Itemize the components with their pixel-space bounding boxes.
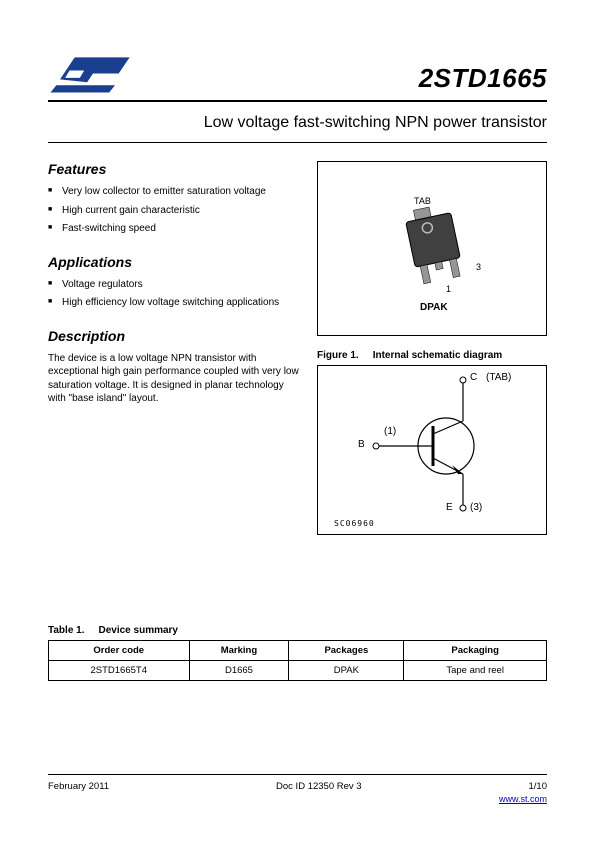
footer-docid: Doc ID 12350 Rev 3 <box>276 781 362 792</box>
table1-title: Device summary <box>99 625 179 636</box>
footer-link[interactable]: www.st.com <box>48 794 547 804</box>
applications-list: Voltage regulators High efficiency low v… <box>48 278 299 310</box>
footer: February 2011 Doc ID 12350 Rev 3 1/10 ww… <box>48 774 547 804</box>
package-outline-box: TAB 3 1 DPAK <box>317 161 547 336</box>
footer-row: February 2011 Doc ID 12350 Rev 3 1/10 <box>48 781 547 792</box>
package-name: DPAK <box>420 302 448 313</box>
feature-item: Very low collector to emitter saturation… <box>48 185 299 199</box>
part-number: 2STD1665 <box>419 63 547 94</box>
figure1-title-row: Figure 1. Internal schematic diagram <box>317 350 547 361</box>
footer-page: 1/10 <box>528 781 547 792</box>
footer-date: February 2011 <box>48 781 109 792</box>
features-heading: Features <box>48 161 299 177</box>
cell-packaging: Tape and reel <box>404 661 547 681</box>
table1-title-row: Table 1. Device summary <box>48 625 547 636</box>
collector-note: (TAB) <box>486 372 511 383</box>
base-label: B <box>358 439 365 450</box>
footer-rule <box>48 774 547 775</box>
table-section: Table 1. Device summary Order code Marki… <box>48 625 547 681</box>
header-rule-thin <box>48 142 547 143</box>
cell-order-code: 2STD1665T4 <box>49 661 190 681</box>
pin-1-label: 1 <box>446 284 451 294</box>
table-header-row: Order code Marking Packages Packaging <box>49 641 547 661</box>
features-list: Very low collector to emitter saturation… <box>48 185 299 236</box>
right-column: TAB 3 1 DPAK Figure 1. Internal schemati… <box>317 161 547 535</box>
application-item: High efficiency low voltage switching ap… <box>48 296 299 310</box>
collector-label: C <box>470 372 477 383</box>
col-order-code: Order code <box>49 641 190 661</box>
two-column-layout: Features Very low collector to emitter s… <box>48 161 547 535</box>
schematic-box: C (TAB) B (1) E (3) SC06960 <box>317 365 547 535</box>
feature-item: High current gain characteristic <box>48 204 299 218</box>
col-marking: Marking <box>189 641 289 661</box>
npn-schematic-icon <box>318 366 548 536</box>
applications-heading: Applications <box>48 254 299 270</box>
table1-label: Table 1. <box>48 625 85 636</box>
header-row: 2STD1665 <box>48 50 547 94</box>
subtitle: Low voltage fast-switching NPN power tra… <box>48 114 547 132</box>
device-summary-table: Order code Marking Packages Packaging 2S… <box>48 640 547 681</box>
description-heading: Description <box>48 328 299 344</box>
st-logo <box>48 50 138 94</box>
table-row: 2STD1665T4 D1665 DPAK Tape and reel <box>49 661 547 681</box>
base-note: (1) <box>384 426 396 437</box>
col-packages: Packages <box>289 641 404 661</box>
emitter-note: (3) <box>470 502 482 513</box>
application-item: Voltage regulators <box>48 278 299 292</box>
dpak-package-icon <box>398 198 498 298</box>
cell-packages: DPAK <box>289 661 404 681</box>
col-packaging: Packaging <box>404 641 547 661</box>
schematic-code: SC06960 <box>334 519 375 528</box>
emitter-label: E <box>446 502 453 513</box>
figure1-title: Internal schematic diagram <box>373 350 503 361</box>
cell-marking: D1665 <box>189 661 289 681</box>
feature-item: Fast-switching speed <box>48 222 299 236</box>
header-rule-thick <box>48 100 547 102</box>
figure1-label: Figure 1. <box>317 350 359 361</box>
description-text: The device is a low voltage NPN transist… <box>48 352 299 406</box>
left-column: Features Very low collector to emitter s… <box>48 161 299 535</box>
pin-3-label: 3 <box>476 262 481 272</box>
